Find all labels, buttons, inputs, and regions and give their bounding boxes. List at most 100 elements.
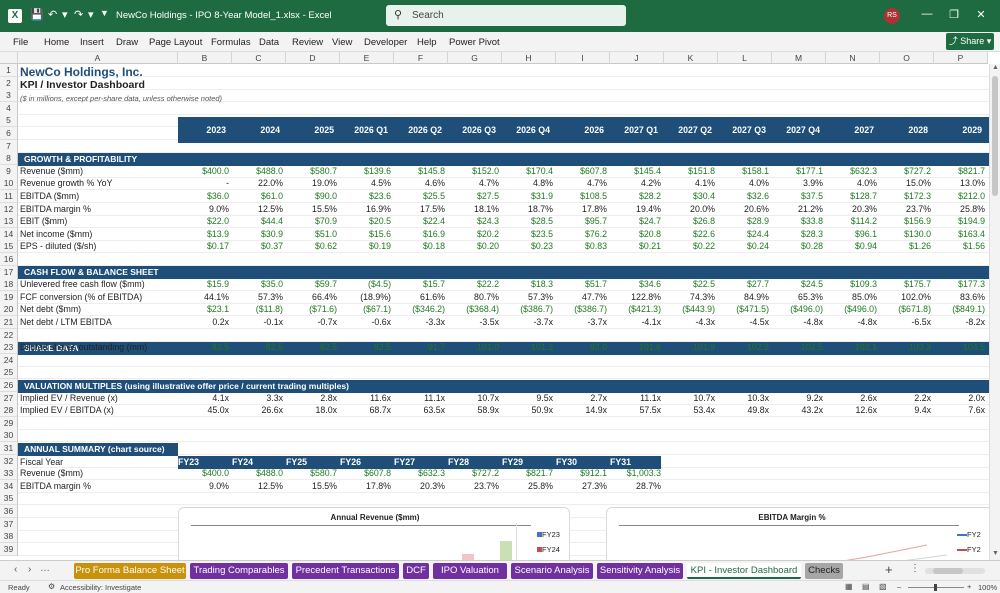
sheet-tab[interactable]: Precedent Transactions xyxy=(292,563,399,579)
data-cell[interactable]: 58.9x xyxy=(477,405,499,416)
data-cell[interactable]: ($11.8) xyxy=(255,304,283,315)
row-header[interactable]: 4 xyxy=(0,101,18,115)
menu-view[interactable]: View xyxy=(332,37,353,48)
data-cell[interactable]: $156.9 xyxy=(904,216,931,227)
row-header[interactable]: 16 xyxy=(0,253,18,266)
data-cell[interactable]: 101.0 xyxy=(476,342,499,353)
data-cell[interactable]: 103.3 xyxy=(908,342,931,353)
data-cell[interactable]: 2.8x xyxy=(320,392,337,403)
column-header-h[interactable]: H xyxy=(502,52,556,64)
data-cell[interactable]: $0.18 xyxy=(422,241,445,252)
page-break-view-icon[interactable]: ▧ xyxy=(879,582,887,591)
summary-cell[interactable]: $632.3 xyxy=(418,468,445,479)
scroll-up-icon[interactable]: ▲ xyxy=(992,64,999,71)
sheet-tab[interactable]: IPO Valuation xyxy=(433,563,507,579)
data-cell[interactable]: ($421.3) xyxy=(628,304,661,315)
data-cell[interactable]: $37.5 xyxy=(800,191,823,201)
horizontal-scrollbar[interactable] xyxy=(925,568,985,574)
row-header[interactable]: 12 xyxy=(0,202,18,216)
column-header-g[interactable]: G xyxy=(448,52,502,64)
revenue-chart[interactable]: Annual Revenue ($mm) FY23 FY24 xyxy=(178,507,570,560)
row-label[interactable]: Diluted shares outstanding (mm) xyxy=(20,342,148,353)
data-cell[interactable]: 20.3% xyxy=(852,203,877,214)
sheet-tab[interactable]: KPI - Investor Dashboard xyxy=(687,563,801,579)
row-header[interactable]: 36 xyxy=(0,505,18,518)
data-cell[interactable]: 50.9x xyxy=(531,405,553,416)
data-cell[interactable]: $70.9 xyxy=(314,216,337,227)
data-cell[interactable]: $28.9 xyxy=(746,216,769,227)
data-cell[interactable]: $15.9 xyxy=(206,279,229,290)
data-cell[interactable]: -0.7x xyxy=(317,317,337,327)
data-cell[interactable]: $30.4 xyxy=(692,191,715,201)
data-cell[interactable]: $139.6 xyxy=(364,165,391,176)
data-cell[interactable]: $31.9 xyxy=(530,191,553,201)
data-cell[interactable]: $25.5 xyxy=(422,191,445,201)
data-cell[interactable]: $15.7 xyxy=(422,279,445,290)
scroll-down-icon[interactable]: ▼ xyxy=(992,550,999,557)
data-cell[interactable]: $163.4 xyxy=(958,228,985,239)
row-header[interactable]: 1 xyxy=(0,64,18,77)
data-cell[interactable]: 9.2x xyxy=(806,392,823,403)
column-header-c[interactable]: C xyxy=(232,52,286,64)
data-cell[interactable]: 2.2x xyxy=(914,392,931,403)
data-cell[interactable]: 9.5x xyxy=(536,392,553,403)
row-header[interactable]: 23 xyxy=(0,341,18,355)
row-header[interactable]: 11 xyxy=(0,190,18,203)
data-cell[interactable]: $95.7 xyxy=(584,216,607,227)
data-cell[interactable]: $51.7 xyxy=(584,279,607,290)
data-cell[interactable]: 101.6 xyxy=(638,342,661,353)
summary-cell[interactable]: $821.7 xyxy=(526,468,553,479)
data-cell[interactable]: 65.3% xyxy=(798,291,823,302)
data-cell[interactable]: 0.2x xyxy=(212,317,229,327)
data-cell[interactable]: 82.5 xyxy=(265,342,283,353)
data-cell[interactable]: $28.5 xyxy=(530,216,553,227)
data-cell[interactable]: $23.5 xyxy=(530,228,553,239)
data-cell[interactable]: -3.5x xyxy=(479,317,499,327)
data-cell[interactable]: $23.1 xyxy=(206,304,229,315)
data-cell[interactable]: 21.2% xyxy=(798,203,823,214)
row-header[interactable]: 38 xyxy=(0,530,18,544)
data-cell[interactable]: 3.9% xyxy=(802,178,823,189)
data-cell[interactable]: 20.6% xyxy=(744,203,769,214)
status-accessibility[interactable]: Accessibility: Investigate xyxy=(60,583,142,592)
accessibility-icon[interactable]: ⚙ xyxy=(48,582,56,591)
data-cell[interactable]: $13.9 xyxy=(206,228,229,239)
data-cell[interactable]: 92.0 xyxy=(589,342,607,353)
data-cell[interactable]: 53.4x xyxy=(693,405,715,416)
ebitda-margin-chart[interactable]: EBITDA Margin % FY2 FY2 xyxy=(606,507,1000,560)
data-cell[interactable]: 18.0x xyxy=(315,405,337,416)
data-cell[interactable]: $0.22 xyxy=(692,241,715,252)
data-cell[interactable]: 74.3% xyxy=(690,291,715,302)
data-cell[interactable]: 82.5 xyxy=(211,342,229,353)
column-header-k[interactable]: K xyxy=(664,52,718,64)
data-cell[interactable]: ($849.1) xyxy=(952,304,985,315)
data-cell[interactable]: $109.3 xyxy=(850,279,877,290)
data-cell[interactable]: $177.1 xyxy=(796,165,823,176)
row-header[interactable]: 9 xyxy=(0,164,18,178)
row-header[interactable]: 13 xyxy=(0,215,18,229)
data-cell[interactable]: $24.5 xyxy=(800,279,823,290)
tab-more-icon[interactable]: … xyxy=(40,563,50,574)
data-cell[interactable]: ($386.7) xyxy=(574,304,607,315)
data-cell[interactable]: 11.1x xyxy=(640,392,661,403)
row-header[interactable]: 19 xyxy=(0,290,18,304)
horizontal-scroll-thumb[interactable] xyxy=(933,568,963,574)
data-cell[interactable]: 4.7% xyxy=(586,178,607,189)
data-cell[interactable]: $0.37 xyxy=(260,241,283,252)
data-cell[interactable]: 3.3x xyxy=(266,392,283,403)
data-cell[interactable]: $821.7 xyxy=(958,165,985,176)
summary-row-label[interactable]: EBITDA margin % xyxy=(20,480,91,491)
column-header-l[interactable]: L xyxy=(718,52,772,64)
data-cell[interactable]: $61.0 xyxy=(260,191,283,201)
data-cell[interactable]: 16.9% xyxy=(366,203,391,214)
data-cell[interactable]: $22.4 xyxy=(422,216,445,227)
data-cell[interactable]: $22.5 xyxy=(692,279,715,290)
row-header[interactable]: 20 xyxy=(0,303,18,317)
data-cell[interactable]: -4.8x xyxy=(857,317,877,327)
column-header-e[interactable]: E xyxy=(340,52,394,64)
data-cell[interactable]: 4.5% xyxy=(370,178,391,189)
data-cell[interactable]: 4.7% xyxy=(478,178,499,189)
data-cell[interactable]: $172.3 xyxy=(904,191,931,201)
row-header[interactable]: 24 xyxy=(0,353,18,367)
row-label[interactable]: EBITDA margin % xyxy=(20,203,91,214)
